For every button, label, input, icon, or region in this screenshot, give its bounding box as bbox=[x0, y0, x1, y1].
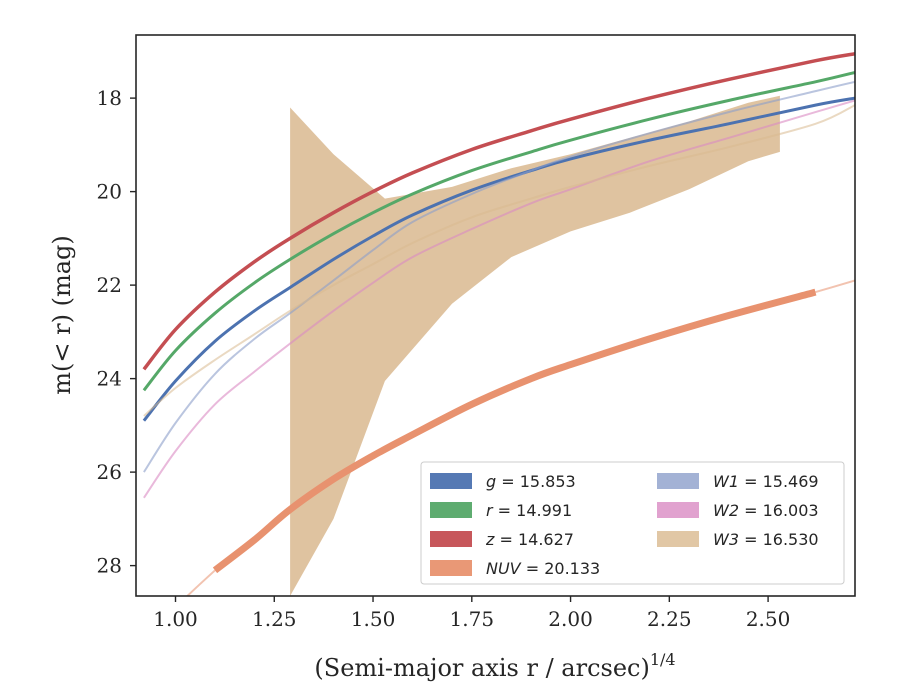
legend-item-g: g = 15.853 bbox=[430, 472, 576, 491]
legend-swatch bbox=[430, 502, 472, 518]
legend-variable: r bbox=[486, 501, 494, 520]
legend-label: r = 14.991 bbox=[486, 501, 572, 520]
y-tick-label: 28 bbox=[97, 554, 122, 578]
legend-value: 14.991 bbox=[516, 501, 572, 520]
y-axis: 18 20 22 24 26 28 bbox=[97, 86, 136, 578]
legend-label: g = 15.853 bbox=[486, 472, 576, 491]
legend-swatch bbox=[657, 502, 699, 518]
series-line-g bbox=[142, 96, 855, 422]
legend-label: z = 14.627 bbox=[485, 530, 574, 549]
legend-equals: = bbox=[494, 530, 518, 549]
x-tick-label: 2.25 bbox=[647, 607, 692, 631]
legend-variable: W1 bbox=[713, 472, 739, 491]
series-line-w1 bbox=[143, 80, 855, 473]
legend-swatch bbox=[430, 560, 472, 576]
x-axis-label: (Semi-major axis r / arcsec)1/4 bbox=[314, 650, 675, 682]
series-line-faded-nuv bbox=[185, 569, 216, 596]
legend-item-r: r = 14.991 bbox=[430, 501, 572, 520]
legend-frame bbox=[420, 461, 845, 585]
legend-item-w2: W2 = 16.003 bbox=[657, 501, 819, 520]
legend-variable: W3 bbox=[713, 530, 739, 549]
x-axis-label-exponent: 1/4 bbox=[650, 650, 676, 669]
series-line-z bbox=[142, 51, 855, 371]
series-line-w2 bbox=[143, 99, 855, 499]
y-tick-label: 24 bbox=[97, 367, 122, 391]
legend-swatch bbox=[657, 531, 699, 547]
legend-equals: = bbox=[496, 472, 520, 491]
legend-value: 16.003 bbox=[763, 501, 819, 520]
legend-equals: = bbox=[521, 559, 545, 578]
legend-equals: = bbox=[493, 501, 517, 520]
x-tick-label: 1.00 bbox=[153, 607, 198, 631]
x-tick-label: 1.50 bbox=[351, 607, 396, 631]
legend-label: W3 = 16.530 bbox=[713, 530, 819, 549]
legend-swatch bbox=[657, 473, 699, 489]
series-line-w3 bbox=[143, 104, 855, 417]
legend-swatch bbox=[430, 531, 472, 547]
legend-item-w1: W1 = 15.469 bbox=[657, 472, 819, 491]
legend-variable: NUV bbox=[486, 559, 522, 578]
legend-swatch bbox=[430, 473, 472, 489]
plot-frame bbox=[135, 34, 856, 597]
legend-value: 16.530 bbox=[763, 530, 819, 549]
series-line-nuv bbox=[212, 288, 817, 574]
legend-value: 20.133 bbox=[544, 559, 600, 578]
legend-equals: = bbox=[739, 472, 763, 491]
legend: g = 15.853 r = 14.991 z = 14.627 NUV = 20.1… bbox=[420, 461, 845, 585]
y-tick-label: 18 bbox=[97, 86, 122, 110]
x-tick-label: 1.25 bbox=[252, 607, 297, 631]
x-tick-label: 1.75 bbox=[450, 607, 495, 631]
legend-variable: W2 bbox=[713, 501, 739, 520]
series-line-r bbox=[142, 70, 855, 392]
series-line-faded-end-nuv bbox=[815, 279, 855, 294]
legend-value: 15.853 bbox=[520, 472, 576, 491]
legend-label: W1 = 15.469 bbox=[713, 472, 819, 491]
y-tick-label: 22 bbox=[97, 273, 122, 297]
x-axis: 1.00 1.25 1.50 1.75 2.00 2.25 2.50 bbox=[153, 596, 790, 631]
legend-variable: g bbox=[486, 472, 496, 491]
y-tick-label: 20 bbox=[97, 180, 122, 204]
legend-item-z: z = 14.627 bbox=[430, 530, 574, 549]
plot-area bbox=[142, 51, 855, 596]
legend-equals: = bbox=[739, 530, 763, 549]
y-tick-label: 26 bbox=[97, 460, 122, 484]
legend-equals: = bbox=[739, 501, 763, 520]
y-axis-label: m(< r) (mag) bbox=[48, 235, 76, 394]
legend-variable: z bbox=[485, 530, 495, 549]
legend-value: 15.469 bbox=[763, 472, 819, 491]
legend-item-nuv: NUV = 20.133 bbox=[430, 559, 600, 578]
legend-item-w3: W3 = 16.530 bbox=[657, 530, 819, 549]
legend-label: W2 = 16.003 bbox=[713, 501, 819, 520]
x-tick-label: 2.00 bbox=[548, 607, 593, 631]
legend-value: 14.627 bbox=[518, 530, 574, 549]
legend-label: NUV = 20.133 bbox=[486, 559, 600, 578]
x-tick-label: 2.50 bbox=[746, 607, 791, 631]
